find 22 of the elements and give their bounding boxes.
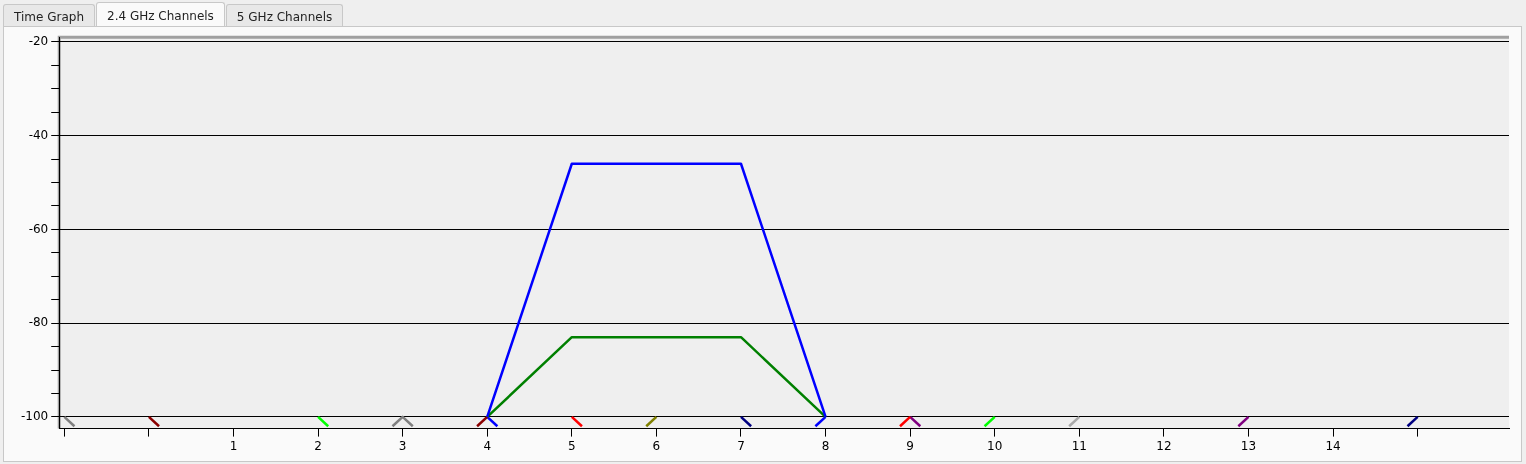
x-tick-label: 5 xyxy=(567,438,576,453)
x-tick-label: 12 xyxy=(1156,438,1172,453)
x-tick-label: 10 xyxy=(987,438,1003,453)
x-tick-label: 1 xyxy=(229,438,238,453)
text: 5 GHz Channels xyxy=(225,4,344,26)
y-tick-label: -60 xyxy=(28,221,49,236)
y-tick-label: -20 xyxy=(28,34,49,49)
x-tick-label: 14 xyxy=(1325,438,1341,453)
text: 2.4 GHz Channels xyxy=(96,2,225,26)
x-tick-label: 8 xyxy=(821,438,830,453)
text: Time Graph xyxy=(3,4,95,26)
y-tick-label: -40 xyxy=(28,127,49,142)
x-tick-label: 11 xyxy=(1071,438,1087,453)
x-tick-label: 3 xyxy=(398,438,407,453)
y-tick-label: -80 xyxy=(28,315,49,330)
x-tick-label: 9 xyxy=(906,438,914,453)
x-tick-label: 13 xyxy=(1240,438,1257,453)
y-tick-label: -100 xyxy=(21,409,49,424)
x-tick-label: 6 xyxy=(652,438,661,453)
x-tick-label: 2 xyxy=(314,438,322,453)
x-tick-label: 7 xyxy=(737,438,745,453)
x-tick-label: 4 xyxy=(483,438,492,453)
